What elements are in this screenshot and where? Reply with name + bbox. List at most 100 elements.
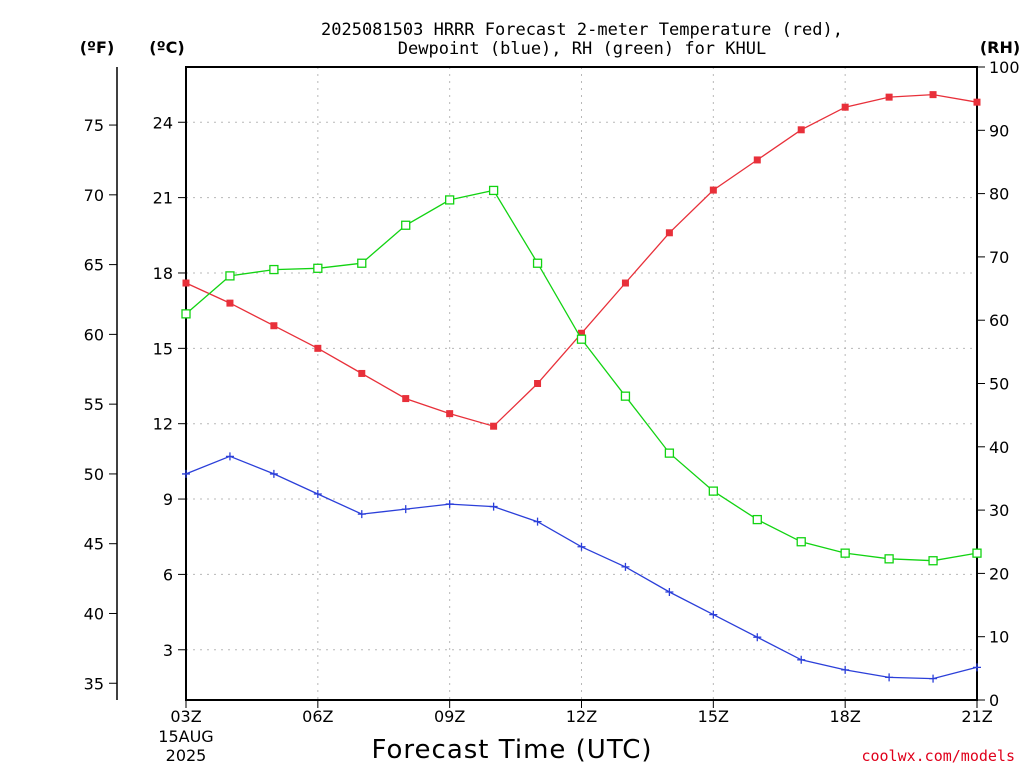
rh-point bbox=[488, 185, 499, 196]
temperature-point bbox=[841, 103, 849, 111]
dewpoint-point bbox=[401, 505, 410, 514]
rh-tick-label: 20 bbox=[989, 564, 1009, 583]
dewpoint-point bbox=[577, 542, 586, 551]
rh-point bbox=[708, 486, 718, 496]
celsius-tick-label: 15 bbox=[153, 339, 173, 358]
dewpoint-point bbox=[313, 490, 322, 499]
temperature-point bbox=[226, 299, 234, 307]
dewpoint-point bbox=[621, 562, 630, 571]
rh-point bbox=[313, 263, 323, 273]
rh-point bbox=[445, 195, 455, 205]
rh-tick-label: 30 bbox=[989, 501, 1009, 520]
fahrenheit-tick-label: 50 bbox=[84, 465, 104, 484]
rh-point bbox=[796, 537, 806, 547]
rh-point bbox=[928, 556, 938, 566]
fahrenheit-tick-label: 40 bbox=[84, 604, 104, 623]
rh-tick-label: 60 bbox=[989, 311, 1009, 330]
rh-point bbox=[269, 264, 279, 275]
dewpoint-point bbox=[665, 587, 674, 596]
rh-tick-label: 50 bbox=[989, 375, 1009, 394]
fahrenheit-tick-label: 60 bbox=[84, 325, 104, 344]
temperature-point bbox=[402, 395, 410, 403]
rh-point bbox=[225, 271, 235, 281]
plot-frame bbox=[185, 66, 978, 701]
celsius-tick-label: 3 bbox=[163, 641, 173, 660]
x-date-label: 15AUG bbox=[158, 727, 213, 746]
rh-axis-unit: (RH) bbox=[980, 38, 1020, 57]
rh-tick-label: 0 bbox=[989, 691, 999, 710]
x-tick-label: 06Z bbox=[302, 707, 333, 726]
rh-point bbox=[840, 548, 850, 558]
celsius-tick-label: 9 bbox=[163, 490, 173, 509]
x-tick-label: 21Z bbox=[961, 707, 992, 726]
celsius-axis-unit: (ºC) bbox=[149, 38, 184, 57]
rh-tick-label: 80 bbox=[989, 185, 1009, 204]
rh-tick-label: 90 bbox=[989, 121, 1009, 140]
dewpoint-point bbox=[182, 469, 190, 478]
dewpoint-point bbox=[489, 502, 498, 511]
rh-point bbox=[884, 554, 894, 564]
celsius-tick-label: 6 bbox=[163, 565, 173, 584]
dewpoint-point bbox=[973, 663, 981, 672]
rh-point bbox=[532, 258, 543, 268]
celsius-tick-label: 21 bbox=[153, 189, 173, 208]
dewpoint-point bbox=[269, 469, 278, 478]
rh-tick-label: 40 bbox=[989, 438, 1009, 457]
temperature-point bbox=[182, 279, 190, 287]
dewpoint-point bbox=[753, 633, 762, 642]
x-tick-label: 18Z bbox=[830, 707, 861, 726]
dewpoint-point bbox=[357, 510, 366, 519]
dewpoint-point bbox=[841, 665, 850, 674]
rh-tick-label: 10 bbox=[989, 628, 1009, 647]
chart-title: 2025081503 HRRR Forecast 2-meter Tempera… bbox=[321, 20, 843, 59]
x-tick-label: 09Z bbox=[434, 707, 465, 726]
dewpoint-point bbox=[885, 673, 894, 682]
fahrenheit-tick-label: 55 bbox=[84, 395, 104, 414]
dewpoint-point bbox=[533, 517, 542, 526]
fahrenheit-tick-label: 45 bbox=[84, 535, 104, 554]
temperature-point bbox=[621, 279, 629, 287]
fahrenheit-axis-unit: (ºF) bbox=[80, 38, 115, 57]
temperature-point bbox=[314, 344, 322, 352]
temperature-point bbox=[797, 126, 805, 134]
chart-title-line-1: 2025081503 HRRR Forecast 2-meter Tempera… bbox=[321, 20, 843, 40]
rh-tick-label: 70 bbox=[989, 248, 1009, 267]
fahrenheit-tick-label: 65 bbox=[84, 256, 104, 275]
temperature-point bbox=[490, 422, 498, 430]
rh-point bbox=[664, 448, 675, 458]
x-tick-label: 03Z bbox=[170, 707, 201, 726]
temperature-point bbox=[534, 380, 542, 387]
dewpoint-point bbox=[225, 452, 234, 461]
celsius-tick-label: 12 bbox=[153, 415, 173, 434]
series bbox=[181, 91, 982, 683]
temperature-point bbox=[358, 369, 366, 377]
temperature-point bbox=[270, 322, 278, 330]
rh-point bbox=[401, 220, 411, 230]
rh-point bbox=[752, 514, 762, 525]
fahrenheit-tick-label: 75 bbox=[84, 116, 104, 135]
rh-point bbox=[972, 548, 982, 558]
fahrenheit-tick-label: 35 bbox=[84, 674, 104, 693]
dewpoint-point bbox=[929, 674, 938, 683]
rh-point bbox=[620, 391, 631, 401]
x-tick-label: 12Z bbox=[566, 707, 597, 726]
x-axis-label: Forecast Time (UTC) bbox=[371, 735, 652, 765]
chart-title-line-2: Dewpoint (blue), RH (green) for KHUL bbox=[398, 39, 766, 59]
dewpoint-point bbox=[797, 655, 806, 664]
celsius-tick-label: 18 bbox=[153, 264, 173, 283]
temperature-point bbox=[665, 229, 673, 237]
fahrenheit-tick-label: 70 bbox=[84, 186, 104, 205]
temperature-point bbox=[446, 410, 454, 418]
temperature-point bbox=[709, 186, 717, 194]
rh-point bbox=[181, 309, 191, 319]
x-tick-label: 15Z bbox=[698, 707, 729, 726]
dewpoint-line bbox=[185, 455, 978, 680]
dewpoint-point bbox=[709, 610, 718, 619]
credit-link[interactable]: coolwx.com/models bbox=[861, 747, 1015, 765]
x-year-label: 2025 bbox=[166, 746, 207, 765]
temperature-point bbox=[753, 156, 761, 164]
temperature-point bbox=[973, 98, 981, 106]
celsius-tick-label: 24 bbox=[153, 113, 173, 132]
